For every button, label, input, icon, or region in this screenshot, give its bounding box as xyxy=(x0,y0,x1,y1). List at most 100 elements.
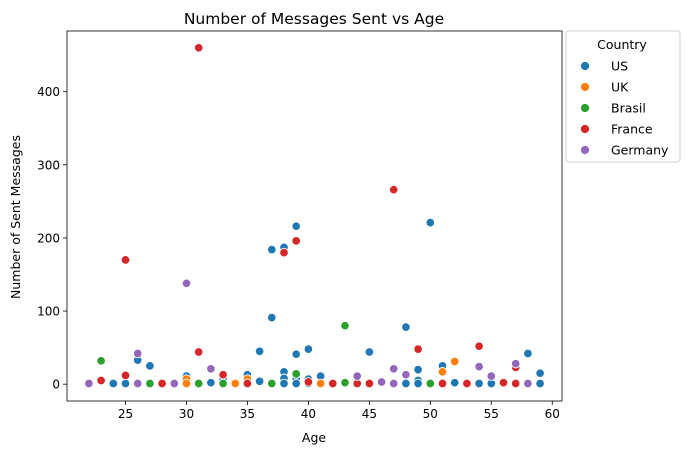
chart-title: Number of Messages Sent vs Age xyxy=(184,10,444,28)
point-germany xyxy=(181,278,192,289)
point-france xyxy=(291,236,301,246)
x-tick-label: 35 xyxy=(240,407,255,421)
x-tick-label: 40 xyxy=(301,407,316,421)
y-tick-label: 200 xyxy=(37,231,60,245)
point-us xyxy=(291,378,301,389)
legend-items: US UK Brasil France Germany xyxy=(579,59,669,158)
legend-marker-uk xyxy=(579,81,591,93)
point-uk xyxy=(230,378,241,389)
point-us xyxy=(535,378,545,389)
point-us xyxy=(425,217,436,228)
point-us xyxy=(413,378,423,389)
point-uk xyxy=(315,378,326,389)
x-axis-label: Age xyxy=(302,430,326,445)
legend-marker-brasil xyxy=(579,102,591,114)
point-us xyxy=(120,378,131,389)
point-us xyxy=(291,349,301,359)
point-france xyxy=(279,247,289,258)
y-tick-label: 0 xyxy=(52,378,60,392)
point-germany xyxy=(376,377,387,387)
point-us xyxy=(267,244,277,255)
legend-label-uk: UK xyxy=(611,80,629,95)
legend-box xyxy=(565,30,681,163)
point-brasil xyxy=(340,377,350,388)
x-tick-label: 45 xyxy=(362,407,377,421)
x-tick-label: 30 xyxy=(179,407,194,421)
y-axis-ticks: 0 100 200 300 400 xyxy=(37,85,67,392)
point-france xyxy=(510,378,521,389)
point-germany xyxy=(388,378,399,389)
plot-area-frame xyxy=(66,30,563,402)
y-tick-label: 100 xyxy=(37,305,60,319)
point-france xyxy=(120,370,131,381)
legend-title: Country xyxy=(597,37,647,52)
point-germany xyxy=(510,358,521,369)
point-france xyxy=(413,344,423,354)
x-axis-ticks: 25 30 35 40 45 50 55 60 xyxy=(118,401,560,421)
point-france xyxy=(242,378,253,389)
point-germany xyxy=(352,371,362,381)
point-germany xyxy=(388,364,399,374)
point-uk xyxy=(437,367,448,377)
point-france xyxy=(218,369,228,380)
point-germany xyxy=(523,378,533,389)
legend-marker-us xyxy=(579,60,591,72)
point-us xyxy=(474,378,484,389)
point-france xyxy=(437,378,448,389)
legend-label-france: France xyxy=(611,122,653,137)
point-uk xyxy=(449,356,460,367)
point-us xyxy=(364,347,375,357)
legend-marker-france xyxy=(579,123,591,135)
point-uk xyxy=(181,378,192,389)
point-us xyxy=(108,378,119,389)
point-us xyxy=(303,344,314,354)
point-france xyxy=(462,378,472,389)
legend-label-germany: Germany xyxy=(611,143,669,158)
point-france xyxy=(193,347,204,357)
point-us xyxy=(279,378,289,389)
point-us xyxy=(523,348,533,359)
point-brasil xyxy=(193,378,204,389)
point-us xyxy=(206,377,216,388)
point-france xyxy=(474,341,484,351)
point-brasil xyxy=(291,369,301,379)
point-brasil xyxy=(267,378,277,389)
point-germany xyxy=(206,364,216,374)
y-tick-label: 300 xyxy=(37,158,60,172)
legend-marker-germany xyxy=(579,144,591,156)
point-france xyxy=(193,43,204,53)
point-germany xyxy=(474,361,484,372)
data-points xyxy=(84,43,545,389)
point-france xyxy=(498,377,509,388)
x-tick-label: 55 xyxy=(484,407,499,421)
point-france xyxy=(120,255,131,265)
y-tick-label: 400 xyxy=(37,85,60,99)
x-tick-label: 25 xyxy=(118,407,133,421)
point-us xyxy=(267,312,277,323)
point-france xyxy=(303,377,314,387)
point-brasil xyxy=(145,378,155,389)
point-france xyxy=(364,378,375,389)
point-germany xyxy=(132,348,143,359)
point-us xyxy=(145,361,155,371)
y-axis-label: Number of Sent Messages xyxy=(8,135,23,299)
point-germany xyxy=(401,369,411,380)
point-germany xyxy=(132,378,143,389)
point-brasil xyxy=(340,320,350,331)
point-france xyxy=(388,184,399,195)
point-germany xyxy=(169,378,180,389)
point-us xyxy=(535,368,545,378)
point-brasil xyxy=(425,378,436,389)
point-us xyxy=(401,322,411,332)
legend-label-brasil: Brasil xyxy=(611,101,646,116)
point-france xyxy=(328,378,338,389)
point-germany xyxy=(486,371,497,381)
point-us xyxy=(449,377,460,388)
point-us xyxy=(401,378,411,389)
legend: Country US UK Brasil France Germany xyxy=(565,30,681,163)
point-brasil xyxy=(96,356,106,366)
point-us xyxy=(413,364,423,375)
point-brasil xyxy=(218,378,228,389)
point-us xyxy=(254,346,265,357)
